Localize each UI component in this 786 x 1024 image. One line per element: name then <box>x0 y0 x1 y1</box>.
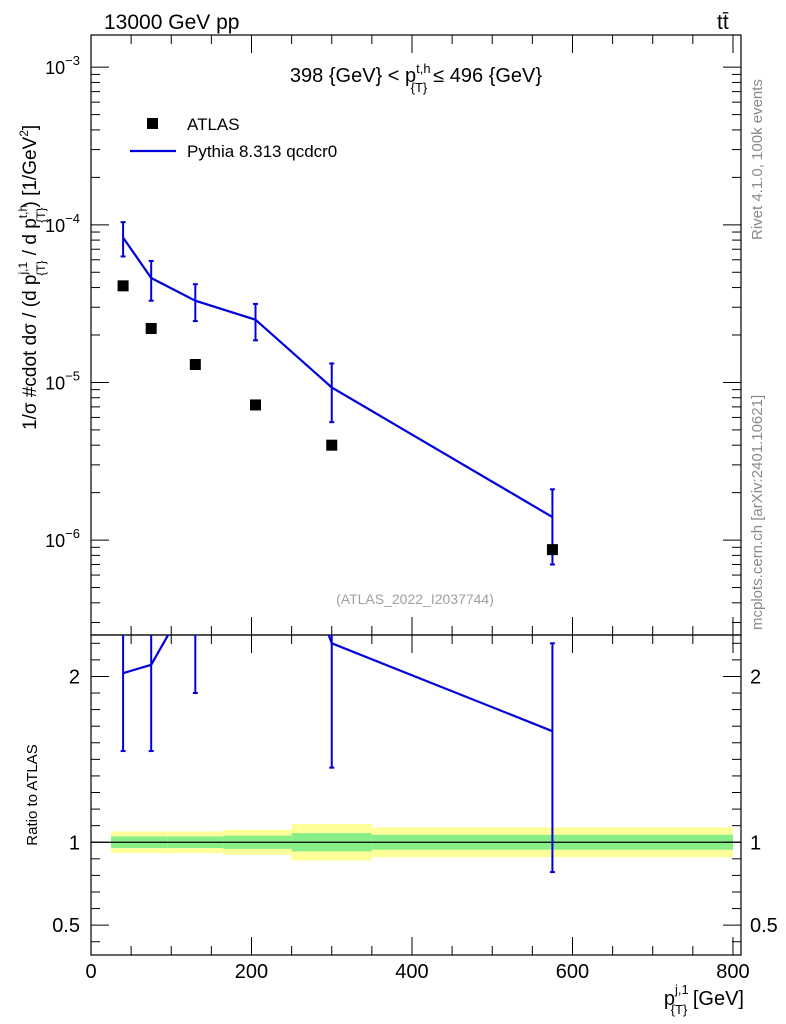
ratio-ticks: 0.5 0.5 1 1 2 2 <box>52 642 778 943</box>
x-tick-label: 600 <box>556 961 589 983</box>
legend-atlas-marker <box>147 118 158 129</box>
y-tick-label: 10−4 <box>45 211 80 236</box>
ratio-y-tick-label-right: 2 <box>750 666 761 688</box>
x-axis-ticks: 0 200 400 600 800 <box>85 35 750 983</box>
ratio-y-axis-label: Ratio to ATLAS <box>24 744 41 845</box>
x-tick-label: 800 <box>716 961 749 983</box>
atlas-data-point <box>117 280 129 292</box>
analysis-watermark: (ATLAS_2022_I2037744) <box>336 591 494 607</box>
main-title: 398 {GeV} < pt,h {T}≤ 496 {GeV} <box>290 61 542 95</box>
ratio-panel-frame <box>90 634 742 956</box>
pythia-line <box>122 236 553 519</box>
process-label: tt̄ <box>717 11 729 34</box>
ratio-y-tick-label: 2 <box>69 666 80 688</box>
main-series <box>117 221 558 566</box>
energy-label: 13000 GeV pp <box>104 11 239 34</box>
y-tick-label: 10−3 <box>45 53 80 78</box>
y-tick-label: 10−5 <box>45 368 80 393</box>
atlas-data-point <box>189 358 201 370</box>
atlas-data-point <box>250 399 262 411</box>
legend-atlas-label: ATLAS <box>187 115 240 134</box>
atlas-data-point <box>326 439 338 451</box>
x-tick-label: 400 <box>395 961 428 983</box>
x-tick-label: 200 <box>235 961 268 983</box>
atlas-data-point <box>145 322 157 334</box>
x-tick-label: 0 <box>85 961 96 983</box>
ratio-y-tick-label: 0.5 <box>52 915 80 937</box>
legend-pythia-label: Pythia 8.313 qcdcr0 <box>187 142 337 161</box>
legend: ATLAS Pythia 8.313 qcdcr0 <box>130 115 337 161</box>
y-tick-label: 10−6 <box>45 526 80 551</box>
main-y-axis-label: 1/σ #cdot dσ / (d pj,1 {T} / d pt,h {T}) [… <box>16 125 48 430</box>
mcplots-source-label: mcplots.cern.ch [arXiv:2401.10621] <box>749 395 766 630</box>
pythia-ratio-line <box>122 635 553 733</box>
x-axis-label: pj,1 {T} [GeV] <box>664 982 744 1017</box>
ratio-y-tick-label-right: 1 <box>750 832 761 854</box>
rivet-version-label: Rivet 4.1.0, 100k events <box>749 79 766 240</box>
ratio-series <box>120 635 555 874</box>
ratio-y-tick-label-right: 0.5 <box>750 915 778 937</box>
ratio-y-tick-label: 1 <box>69 832 80 854</box>
main-y-ticks: 10−6 10−5 10−4 10−3 <box>45 53 741 624</box>
atlas-data-point <box>546 544 558 556</box>
